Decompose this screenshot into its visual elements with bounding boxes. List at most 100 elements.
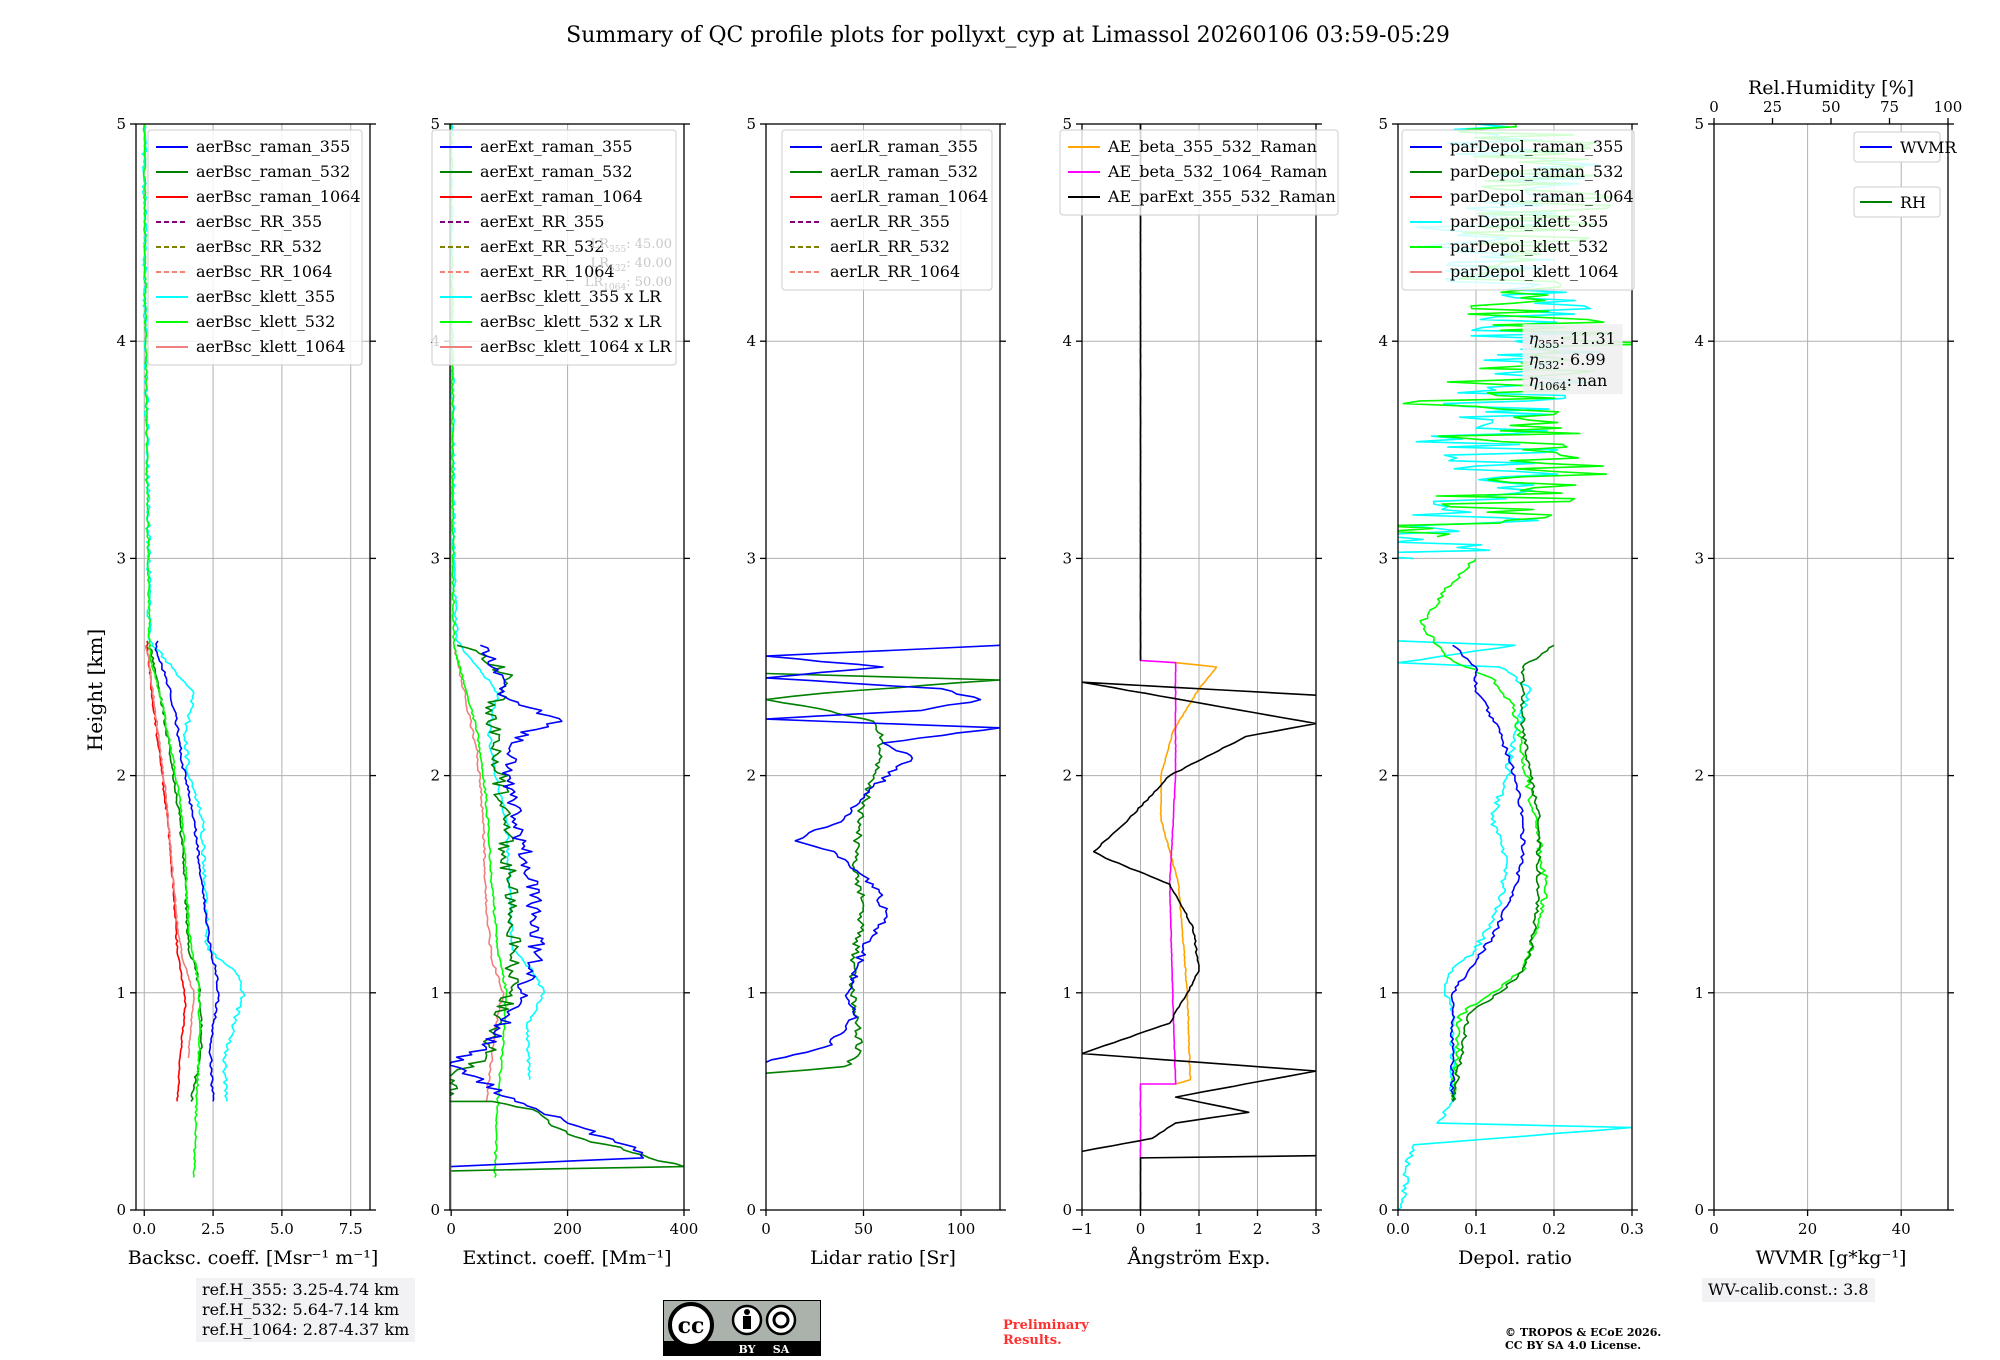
cc-icon-label: cc (678, 1313, 705, 1339)
legend-label: aerBsc_RR_532 (196, 237, 322, 256)
series-ae-parext-355-532-raman-low (1139, 1154, 1316, 1210)
axes-frame (1713, 123, 1949, 1211)
top-tick-label: 75 (1880, 98, 1899, 116)
x-tick-label: 2.5 (201, 1220, 225, 1238)
y-tick-label: 1 (116, 984, 126, 1002)
y-tick-label: 5 (1694, 115, 1704, 133)
y-tick-label: 0 (1378, 1201, 1388, 1219)
y-tick-label: 3 (1062, 549, 1072, 567)
legend-label: aerBsc_raman_532 (196, 162, 350, 181)
cc-icon (668, 1302, 714, 1348)
series-pardepol-raman-532 (1451, 644, 1555, 1102)
panel-ext: 0123450200400Extinct. coeff. [Mm⁻¹]aerEx… (430, 115, 698, 1269)
sa-label: SA (773, 1343, 790, 1356)
legend-label: aerBsc_klett_1064 (196, 337, 345, 356)
x-axis-label-lr: Lidar ratio [Sr] (810, 1247, 956, 1269)
y-tick-label: 5 (746, 115, 756, 133)
axes-frame (1397, 123, 1633, 1211)
ref-height-1064: ref.H_1064: 2.87-4.37 km (202, 1320, 410, 1339)
series-ae-parext-355-532-raman (1082, 681, 1316, 1153)
legend-ext: aerExt_raman_355 aerExt_raman_532 aerExt_r… (431, 129, 677, 366)
legend-label: parDepol_klett_1064 (1450, 262, 1619, 281)
y-tick-label: 4 (1694, 332, 1704, 350)
lidar-ratio-note: LR1064: 50.00 (585, 275, 672, 293)
x-axis-label-bsc: Backsc. coeff. [Msr⁻¹ m⁻¹] (128, 1247, 379, 1269)
x-tick-label: 20 (1798, 1220, 1817, 1238)
x-tick-label: 2 (1253, 1220, 1263, 1238)
series-aerlr-raman-532 (766, 672, 1000, 1074)
y-tick-label: 1 (1062, 984, 1072, 1002)
x-tick-label: 0.0 (1386, 1220, 1410, 1238)
top-tick-label: 0 (1709, 98, 1719, 116)
legend-label: AE_parExt_355_532_Raman (1107, 187, 1336, 206)
x-tick-label: 0 (761, 1220, 771, 1238)
legend-label: aerBsc_RR_1064 (196, 262, 332, 281)
legend-label: parDepol_raman_532 (1450, 162, 1623, 181)
y-tick-label: 4 (1062, 332, 1072, 350)
legend-label: parDepol_raman_1064 (1450, 187, 1634, 206)
x-tick-label: 3 (1311, 1220, 1321, 1238)
series-pardepol-klett-532 (1419, 558, 1549, 1102)
legend-ae: AE_beta_355_532_Raman AE_beta_532_1064_Ra… (1059, 129, 1339, 216)
legend-label: aerExt_RR_1064 (480, 262, 615, 281)
series-aerbsc-klett-1064-x-lr (453, 645, 505, 1102)
figure-title: Summary of QC profile plots for pollyxt_… (566, 23, 1450, 48)
x-axis-label-wv: WVMR [g*kg⁻¹] (1756, 1247, 1907, 1269)
y-tick-label: 0 (430, 1201, 440, 1219)
lidar-ratio-note: LR532: 40.00 (590, 256, 672, 274)
series-aerext-raman-355 (450, 644, 645, 1168)
legend-lr: aerLR_raman_355 aerLR_raman_532 aerLR_rama… (781, 129, 993, 291)
legend-label: aerBsc_RR_355 (196, 212, 322, 231)
y-tick-label: 2 (1378, 767, 1388, 785)
legend-label: parDepol_raman_355 (1450, 137, 1623, 156)
y-tick-label: 2 (1062, 767, 1072, 785)
series-aerbsc-raman-1064 (145, 640, 187, 1102)
sa-icon (765, 1304, 797, 1336)
by-label: BY (739, 1343, 756, 1356)
y-tick-label: 0 (746, 1201, 756, 1219)
legend-label: aerExt_RR_355 (480, 212, 604, 231)
legend-box-wvmr: WVMR (1853, 131, 1957, 163)
legend-label: aerLR_raman_355 (830, 137, 978, 156)
x-tick-label: 0.1 (1464, 1220, 1488, 1238)
y-tick-label: 3 (116, 549, 126, 567)
panel-depol: 0 1 2 3 4 5 0.0 0.1 0.2 0.3 Depol. ratio parDepol_r… (1378, 115, 1644, 1269)
wv-calibration-box: WV-calib.const.: 3.8 (1702, 1278, 1875, 1302)
eta-value: η532: 6.99 (1529, 350, 1606, 372)
legend-label: aerBsc_raman_355 (196, 137, 350, 156)
legend-label: parDepol_klett_355 (1450, 212, 1608, 231)
preliminary-line-2: Results. (1003, 1333, 1062, 1348)
x-tick-label: 0 (1709, 1220, 1719, 1238)
x-tick-label: 200 (553, 1220, 582, 1238)
series-aerbsc-raman-532 (148, 645, 203, 1102)
y-tick-label: 1 (746, 984, 756, 1002)
legend-label: aerExt_RR_532 (480, 237, 604, 256)
eta-value: η355: 11.31 (1529, 329, 1616, 351)
cc-by-sa-license-badge: cc BY SA (663, 1300, 821, 1356)
legend-label: aerLR_RR_355 (830, 212, 950, 231)
legend-label: RH (1900, 193, 1926, 212)
x-tick-label: 0.3 (1620, 1220, 1644, 1238)
top-axis-label: Rel.Humidity [%] (1748, 77, 1914, 99)
x-tick-label: 50 (854, 1220, 873, 1238)
y-tick-label: 5 (116, 115, 126, 133)
legend-label: WVMR (1900, 138, 1957, 157)
legend-label: aerBsc_klett_532 x LR (480, 312, 662, 331)
preliminary-results-note: Preliminary Results. (1003, 1318, 1089, 1348)
legend-label: aerExt_raman_1064 (480, 187, 643, 206)
y-tick-label: 5 (1378, 115, 1388, 133)
y-tick-label: 2 (430, 767, 440, 785)
y-tick-label: 5 (1062, 115, 1072, 133)
y-tick-label: 3 (1378, 549, 1388, 567)
legend-label: aerLR_raman_1064 (830, 187, 988, 206)
series-aerbsc-klett-532 (142, 124, 202, 1178)
legend-label: aerBsc_klett_532 (196, 312, 335, 331)
legend-label: parDepol_klett_532 (1450, 237, 1608, 256)
y-tick-label: 2 (1694, 767, 1704, 785)
legend-depol: parDepol_raman_355 parDepol_raman_532 parD… (1401, 129, 1635, 291)
y-tick-label: 3 (746, 549, 756, 567)
axes-frame (765, 123, 1001, 1211)
legend-label: aerBsc_klett_355 (196, 287, 335, 306)
